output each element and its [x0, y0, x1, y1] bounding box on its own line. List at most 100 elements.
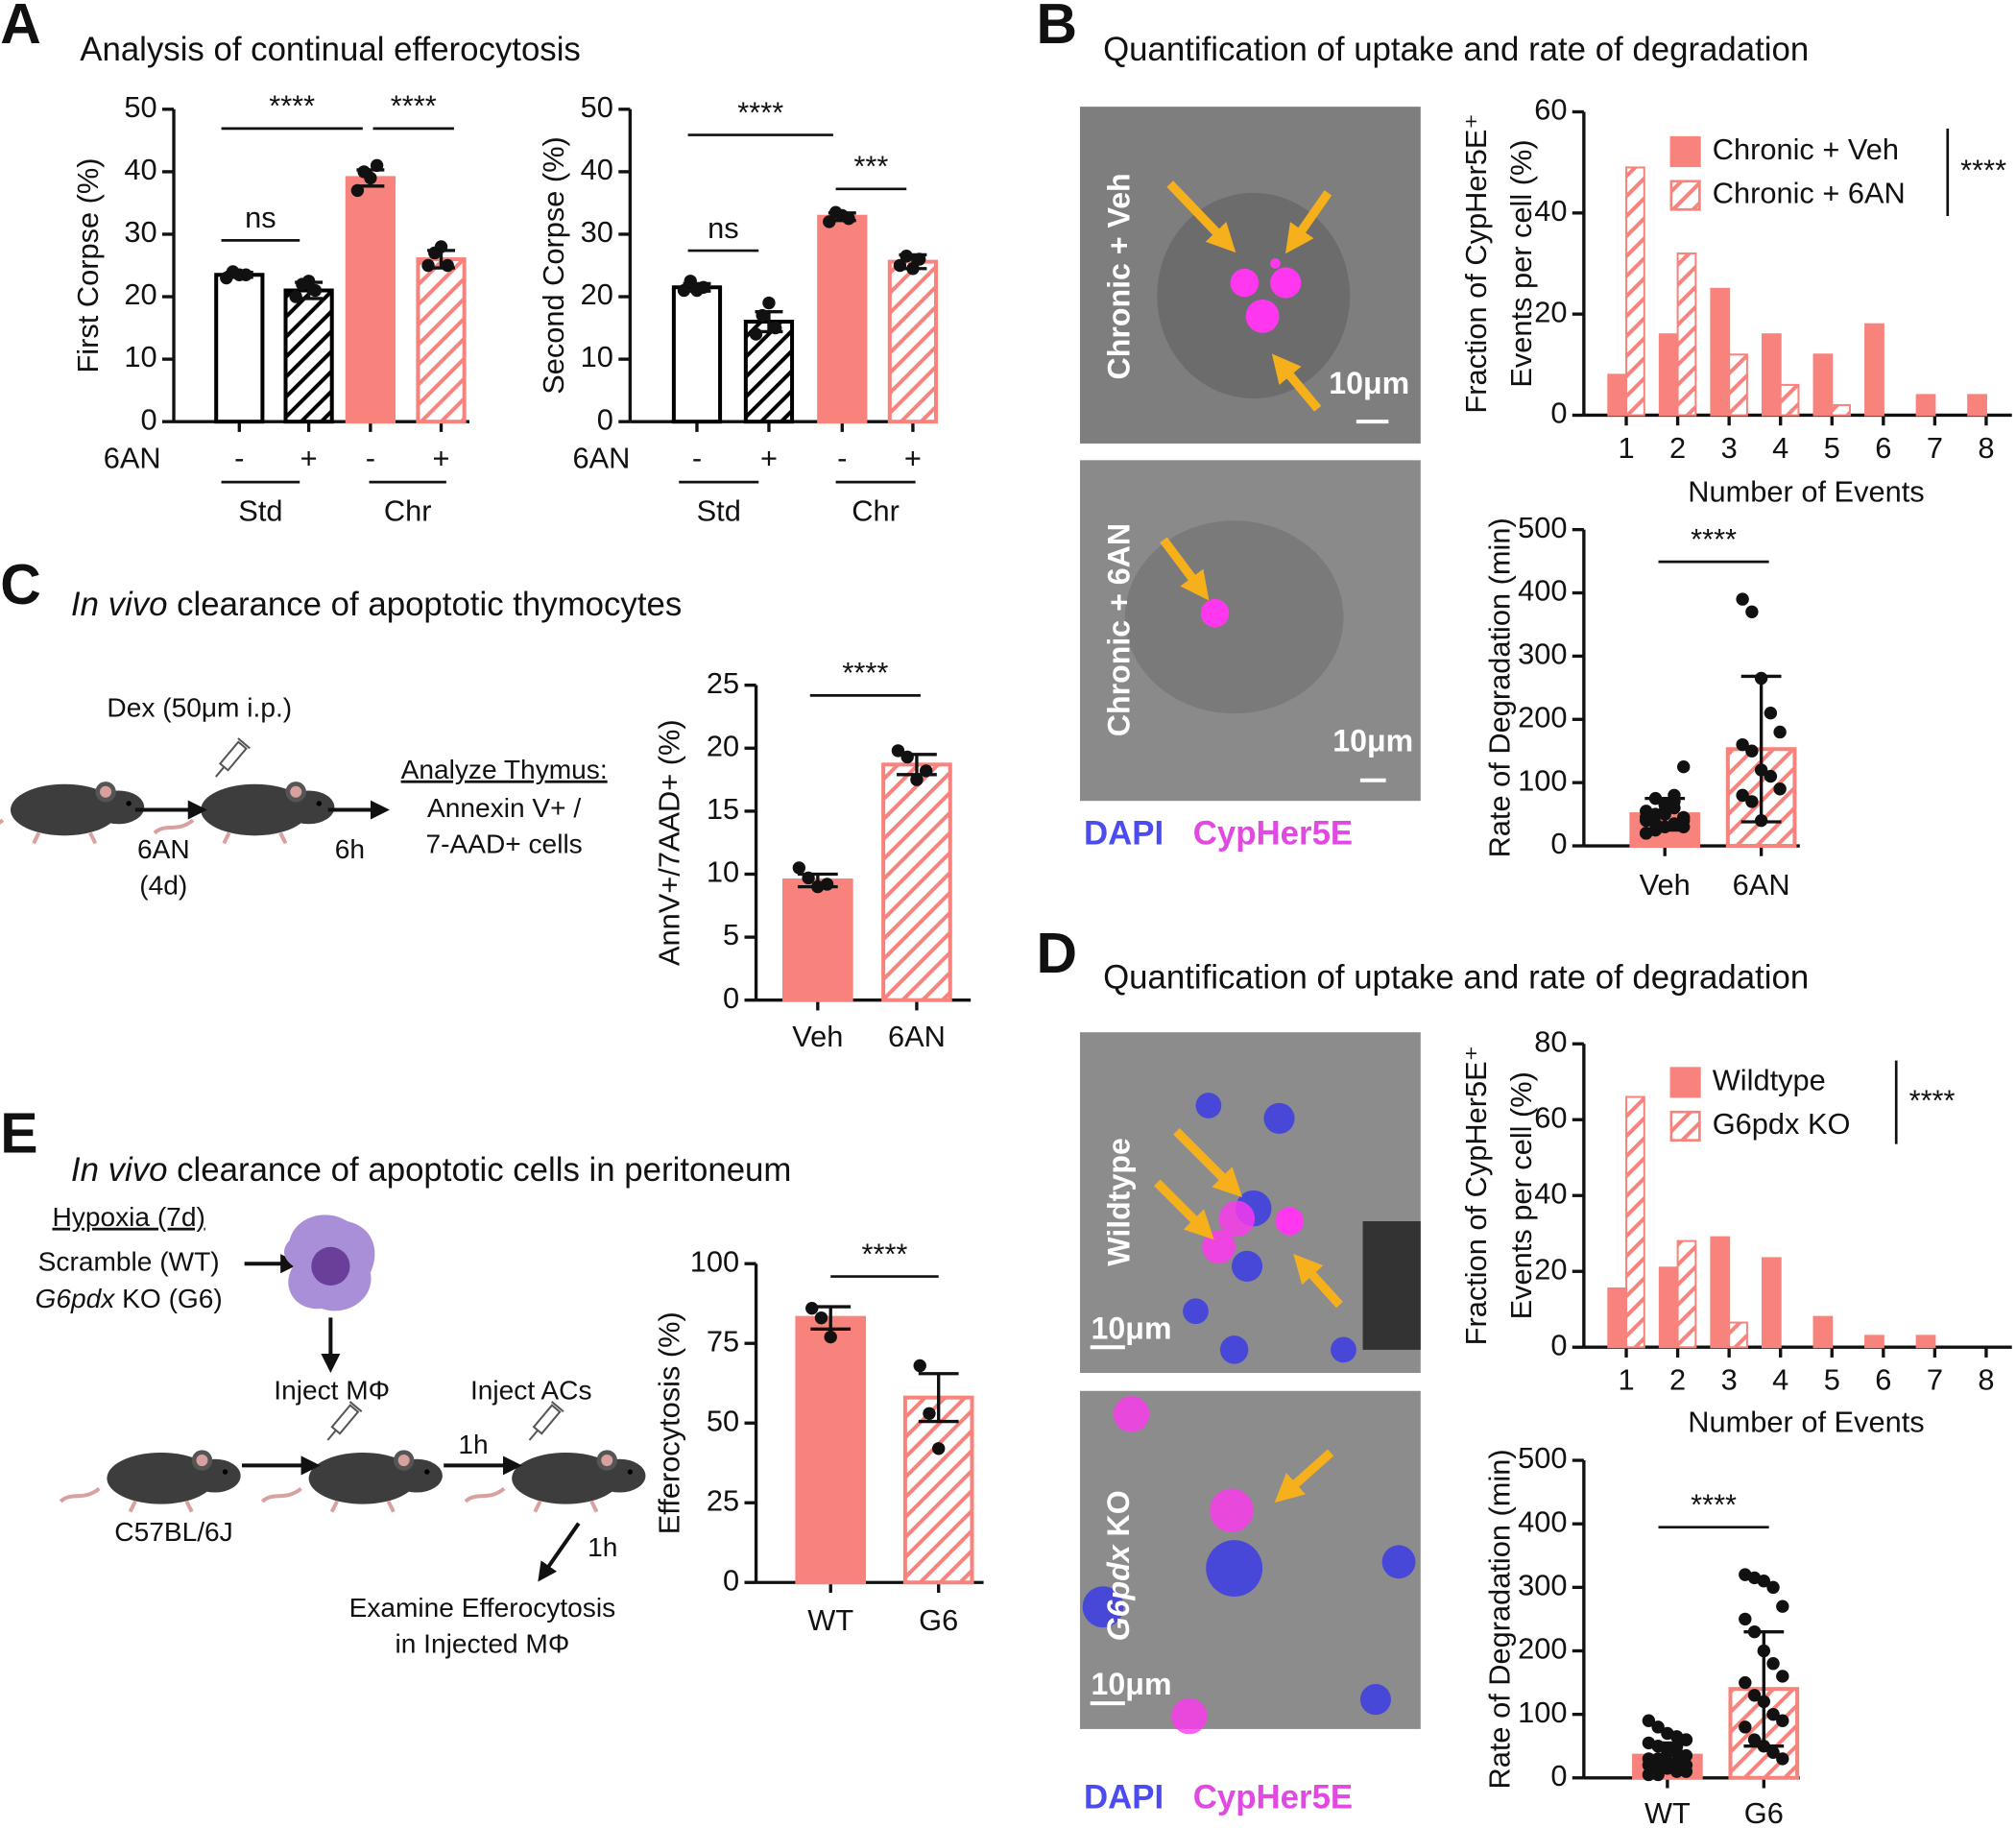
diagram-text: 1h [588, 1532, 617, 1562]
title-italic: In vivo [71, 586, 168, 623]
y-tick-label: 20 [1534, 1252, 1567, 1286]
image-label: Wildtype [1101, 1138, 1136, 1266]
x-tick-label: - [234, 441, 244, 474]
image-label: Chronic + Veh [1101, 173, 1136, 379]
data-point [1766, 1580, 1780, 1595]
y-tick-label: 20 [124, 277, 156, 311]
panel-title: Quantification of uptake and rate of deg… [1103, 31, 1809, 68]
data-point [1773, 725, 1787, 739]
x-tick-label: 6AN [888, 1020, 946, 1053]
data-point [1776, 1670, 1789, 1683]
diagram-text: (4d) [139, 870, 187, 900]
panel-title: Quantification of uptake and rate of deg… [1103, 958, 1809, 996]
x-axis-label: Number of Events [1688, 474, 1924, 508]
panel-letter: B [1036, 0, 1077, 56]
significance: ns [708, 211, 739, 245]
panel-letter: C [0, 554, 41, 616]
bar [214, 273, 265, 424]
data-point [1757, 1575, 1771, 1588]
y-tick-label: 80 [1534, 1024, 1567, 1058]
y-tick-label: 300 [1518, 1568, 1567, 1601]
group-label: Std [238, 493, 282, 527]
significance: **** [1691, 522, 1737, 556]
y-tick-label: 200 [1518, 700, 1567, 734]
error-bar [683, 281, 711, 293]
x-tick-label: G6 [919, 1603, 958, 1637]
y-tick-label: 60 [1534, 93, 1567, 127]
x-tick-label: 5 [1824, 431, 1840, 465]
y-tick-label: 20 [1534, 295, 1567, 328]
y-tick-label: 100 [1518, 1696, 1567, 1729]
x-tick-label: 1 [1618, 1363, 1634, 1397]
diagram: Hypoxia (7d) Scramble (WT) G6pdx KO (G6)… [36, 1202, 646, 1658]
y-axis-label: Rate of Degradation (min) [1482, 1449, 1516, 1789]
y-tick-label: 50 [707, 1404, 739, 1437]
y-axis-label: Fraction of CypHer5E⁺ [1459, 113, 1493, 413]
data-point [1677, 810, 1691, 825]
scale-label: 10μm [1329, 366, 1409, 400]
image-label: G6pdx KO [1101, 1490, 1136, 1641]
significance: **** [842, 656, 888, 689]
y-tick-label: 10 [581, 340, 613, 373]
legend-label: Wildtype [1713, 1064, 1826, 1097]
data-point [1739, 1675, 1752, 1690]
bar [1864, 323, 1884, 417]
image-label: Chronic + 6AN [1101, 523, 1136, 736]
y-tick-label: 20 [707, 729, 739, 762]
legend-label: G6pdx KO [1713, 1107, 1851, 1141]
y-tick-label: 0 [1550, 397, 1567, 430]
x-tick-label: 3 [1721, 431, 1738, 465]
data-point [910, 773, 924, 786]
y-tick-label: 10 [707, 855, 739, 889]
y-tick-label: 25 [707, 1483, 739, 1517]
x-tick-label: 1 [1618, 431, 1634, 465]
bar [1761, 333, 1782, 417]
row-label: 6AN [572, 441, 630, 474]
y-tick-label: 50 [581, 90, 613, 124]
error-bar [427, 249, 455, 270]
bar [817, 214, 868, 424]
scale-label: 10μm [1092, 1311, 1172, 1345]
data-point [824, 1330, 837, 1344]
significance: **** [1909, 1083, 1956, 1117]
bar [1728, 353, 1748, 417]
data-point [1640, 805, 1653, 818]
y-axis-label: AnnV+/7AAD+ (%) [652, 719, 685, 966]
y-tick-label: 100 [1518, 763, 1567, 797]
diagram-text: Annexin V+ / [427, 793, 581, 823]
title-rest: clearance of apoptotic cells in peritone… [167, 1151, 791, 1189]
x-tick-label: 6 [1875, 1363, 1891, 1397]
data-point [923, 1407, 936, 1420]
diagram: Dex (50μm i.p.) 6AN (4d) 6h Analyze Thym… [0, 693, 608, 900]
bar [1779, 383, 1800, 417]
y-tick-label: 40 [1534, 194, 1567, 228]
stain-label: CypHer5E [1193, 815, 1353, 853]
y-axis-label: Events per cell (%) [1504, 139, 1538, 387]
y-tick-label: 500 [1518, 1441, 1567, 1475]
significance: *** [853, 150, 888, 183]
data-point [1642, 1768, 1656, 1782]
micrograph: Chronic + 6AN 10μm [1079, 460, 1421, 802]
bar [1728, 1321, 1748, 1349]
y-tick-label: 200 [1518, 1632, 1567, 1666]
y-tick-label: 15 [707, 792, 739, 826]
data-point [1776, 1600, 1789, 1613]
bar [1607, 1287, 1628, 1349]
x-tick-label: 2 [1669, 431, 1686, 465]
significance: **** [1960, 154, 2006, 187]
y-tick-label: 0 [140, 402, 156, 436]
legend-swatch [1669, 135, 1701, 168]
stain-label: DAPI [1084, 815, 1164, 853]
label-italic: G6pdx [1101, 1544, 1136, 1641]
data-point [421, 258, 435, 273]
data-point [932, 1442, 946, 1455]
data-point [1766, 1745, 1780, 1760]
bar [1625, 1095, 1645, 1349]
significance: **** [1691, 1487, 1737, 1521]
data-point [1773, 782, 1787, 796]
y-tick-label: 0 [723, 981, 739, 1015]
y-tick-label: 75 [707, 1324, 739, 1358]
y-axis-label: Rate of Degradation (min) [1482, 517, 1516, 857]
bar [1676, 252, 1697, 417]
x-tick-label: - [366, 441, 375, 474]
